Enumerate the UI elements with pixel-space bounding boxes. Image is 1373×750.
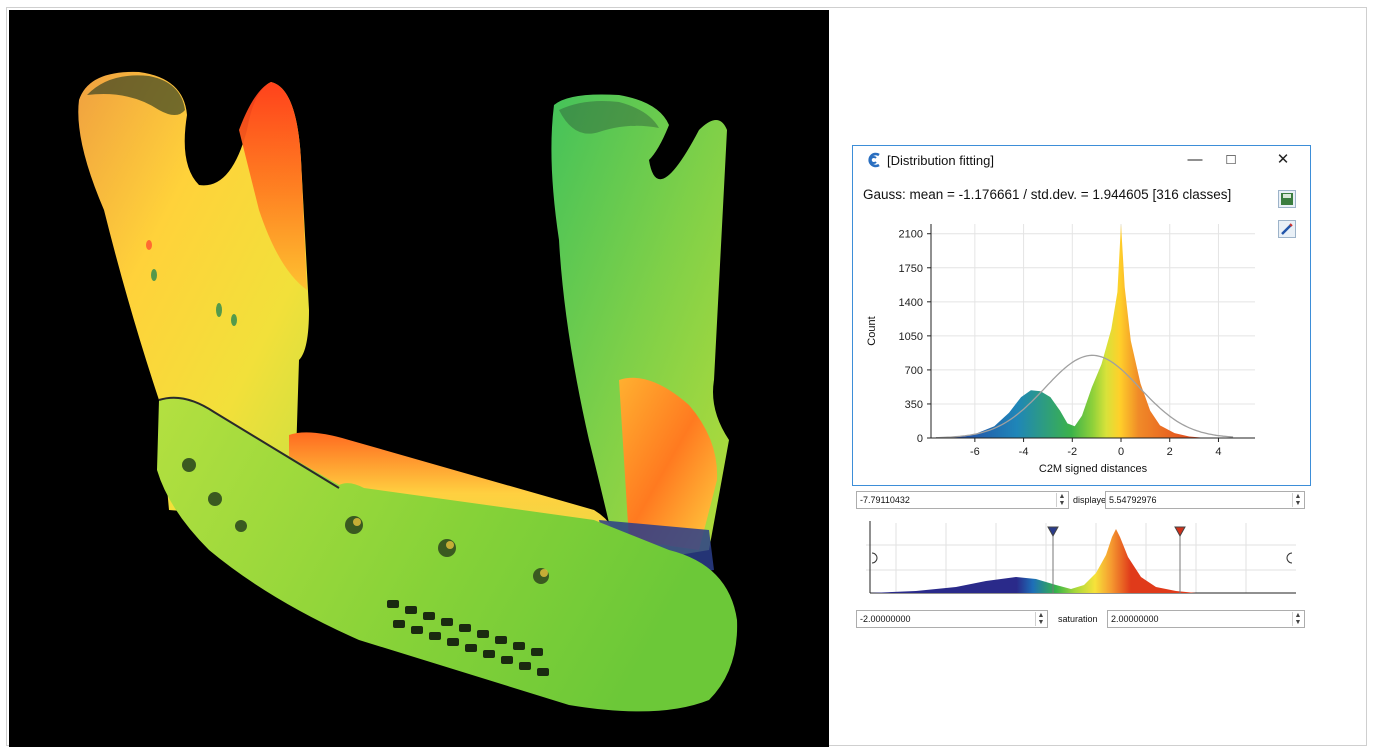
- histogram-area: [935, 224, 1207, 438]
- saturation-max-value: 2.00000000: [1111, 614, 1159, 624]
- color-scale-grid: [866, 523, 1296, 593]
- x-tick-label: 4: [1215, 446, 1221, 458]
- y-tick-label: 350: [905, 399, 923, 411]
- spin-arrows-icon[interactable]: ▲ ▼: [1292, 612, 1303, 626]
- y-tick-label: 700: [905, 365, 923, 377]
- maximize-button[interactable]: □: [1211, 149, 1251, 171]
- color-scale-histogram[interactable]: [856, 515, 1306, 600]
- close-icon: ✕: [1276, 151, 1290, 168]
- maximize-icon: □: [1226, 151, 1236, 168]
- histogram-chart: 0 350 700 1050 1400 1750 2100 -6 -4 -2 0 2 4 C2M si…: [866, 224, 1255, 475]
- saturation-max-handle-icon: [1174, 526, 1186, 538]
- pen-icon: [1281, 223, 1293, 235]
- minimize-icon: —: [1187, 151, 1203, 168]
- x-tick-label: -4: [1019, 446, 1029, 458]
- y-axis-label: Count: [866, 316, 878, 345]
- color-scale-area: [870, 529, 1196, 593]
- y-tick-label: 1400: [899, 297, 923, 309]
- y-tick-label: 1050: [899, 331, 923, 343]
- y-tick-label: 0: [917, 433, 923, 445]
- x-tick-labels: -6 -4 -2 0 2 4: [970, 438, 1222, 458]
- saturation-label: saturation: [1058, 614, 1098, 624]
- title-bar[interactable]: [Distribution fitting] — □ ✕: [853, 146, 1310, 174]
- displayed-max-field[interactable]: 5.54792976 ▲ ▼: [1105, 491, 1305, 509]
- saturation-min-handle-icon: [1047, 526, 1059, 538]
- displayed-label: displayed: [1073, 495, 1112, 505]
- export-csv-button[interactable]: [1278, 220, 1296, 238]
- export-png-button[interactable]: [1278, 190, 1296, 208]
- y-tick-label: 1750: [899, 263, 923, 275]
- displayed-min-value: -7.79110432: [860, 495, 910, 505]
- x-tick-label: -6: [970, 446, 980, 458]
- distribution-fitting-dialog[interactable]: [Distribution fitting] — □ ✕ Gauss: mean…: [852, 145, 1311, 486]
- displayed-min-field[interactable]: -7.79110432 ▲ ▼: [856, 491, 1069, 509]
- saturation-max-field[interactable]: 2.00000000 ▲ ▼: [1107, 610, 1305, 628]
- dialog-title: [Distribution fitting]: [887, 153, 994, 168]
- gauss-fit-summary: Gauss: mean = -1.176661 / std.dev. = 1.9…: [863, 187, 1232, 202]
- close-button[interactable]: ✕: [1263, 149, 1303, 171]
- spin-arrows-icon[interactable]: ▲ ▼: [1056, 493, 1067, 507]
- x-tick-label: -2: [1067, 446, 1077, 458]
- x-tick-label: 2: [1167, 446, 1173, 458]
- saturation-min-value: -2.00000000: [860, 614, 911, 624]
- spin-arrows-icon[interactable]: ▲ ▼: [1035, 612, 1046, 626]
- displayed-max-value: 5.54792976: [1109, 495, 1157, 505]
- range-left-handle-icon: [871, 552, 878, 564]
- x-axis-label: C2M signed distances: [1039, 463, 1148, 475]
- 3d-viewport[interactable]: [9, 10, 829, 747]
- save-image-icon: [1281, 193, 1293, 205]
- spin-arrows-icon[interactable]: ▲ ▼: [1292, 493, 1303, 507]
- y-tick-label: 2100: [899, 229, 923, 241]
- cloudcompare-app-icon: [868, 152, 880, 168]
- gauss-fit-curve: [935, 354, 1234, 439]
- mandible-model: [78, 71, 738, 712]
- saturation-min-field[interactable]: -2.00000000 ▲ ▼: [856, 610, 1048, 628]
- x-tick-label: 0: [1118, 446, 1124, 458]
- y-tick-labels: 0 350 700 1050 1400 1750 2100: [899, 229, 931, 445]
- minimize-button[interactable]: —: [1175, 149, 1215, 171]
- range-right-handle-icon: [1286, 552, 1293, 564]
